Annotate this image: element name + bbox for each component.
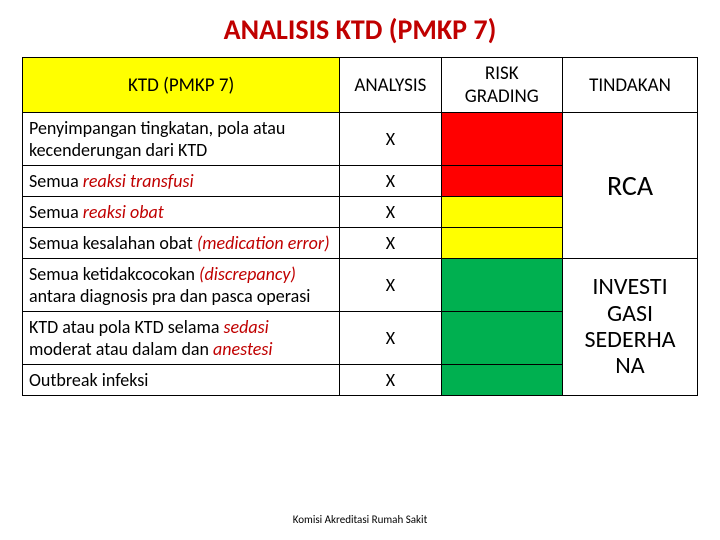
ktd-cell: Semua reaksi transfusi	[23, 166, 340, 197]
footer-text: Komisi Akreditasi Rumah Sakit	[0, 513, 720, 526]
ktd-text-pre: Semua	[29, 201, 83, 223]
ktd-text-accent: (discrepancy)	[199, 263, 296, 285]
ktd-text-post: moderat atau dalam dan	[29, 338, 213, 360]
ktd-text-pre: Semua kesalahan obat	[29, 232, 197, 254]
hdr-risk: RISK GRADING	[441, 58, 563, 113]
analysis-cell: X	[340, 312, 441, 365]
ktd-cell: KTD atau pola KTD selama sedasi moderat …	[23, 312, 340, 365]
risk-cell	[441, 113, 563, 166]
risk-cell	[441, 259, 563, 312]
hdr-ktd: KTD (PMKP 7)	[23, 58, 340, 113]
table-row: Penyimpangan tingkatan, pola atau kecend…	[23, 113, 698, 166]
ktd-text-pre: Semua	[29, 170, 83, 192]
ktd-cell: Outbreak infeksi	[23, 365, 340, 396]
analysis-cell: X	[340, 365, 441, 396]
table-header-row: KTD (PMKP 7) ANALYSIS RISK GRADING TINDA…	[23, 58, 698, 113]
table-row: Semua ketidakcocokan (discrepancy) antar…	[23, 259, 698, 312]
ktd-cell: Semua kesalahan obat (medication error)	[23, 228, 340, 259]
hdr-analysis: ANALYSIS	[340, 58, 441, 113]
ktd-cell: Semua reaksi obat	[23, 197, 340, 228]
ktd-cell: Penyimpangan tingkatan, pola atau kecend…	[23, 113, 340, 166]
analysis-table: KTD (PMKP 7) ANALYSIS RISK GRADING TINDA…	[22, 57, 698, 396]
ktd-text-accent: (medication error)	[197, 232, 330, 254]
risk-cell	[441, 197, 563, 228]
ktd-text-accent: reaksi obat	[83, 201, 164, 223]
ktd-text-accent2: anestesi	[213, 338, 272, 360]
ktd-text-post: antara diagnosis pra dan pasca operasi	[29, 285, 310, 307]
risk-cell	[441, 228, 563, 259]
hdr-tindakan: TINDAKAN	[563, 58, 698, 113]
action-investigasi: INVESTI GASI SEDERHA NA	[563, 259, 698, 396]
ktd-cell: Semua ketidakcocokan (discrepancy) antar…	[23, 259, 340, 312]
analysis-cell: X	[340, 259, 441, 312]
ktd-text-pre: Semua ketidakcocokan	[29, 263, 199, 285]
risk-cell	[441, 365, 563, 396]
ktd-text-pre: Outbreak infeksi	[29, 369, 148, 391]
ktd-text-accent: reaksi transfusi	[83, 170, 194, 192]
ktd-text-pre: KTD atau pola KTD selama	[29, 316, 224, 338]
analysis-cell: X	[340, 113, 441, 166]
page-title: ANALISIS KTD (PMKP 7)	[22, 12, 698, 47]
risk-cell	[441, 312, 563, 365]
analysis-cell: X	[340, 197, 441, 228]
ktd-text-pre: Penyimpangan tingkatan, pola atau kecend…	[29, 117, 285, 161]
action-rca: RCA	[563, 113, 698, 259]
ktd-text-accent: sedasi	[224, 316, 269, 338]
risk-cell	[441, 166, 563, 197]
analysis-cell: X	[340, 166, 441, 197]
analysis-cell: X	[340, 228, 441, 259]
